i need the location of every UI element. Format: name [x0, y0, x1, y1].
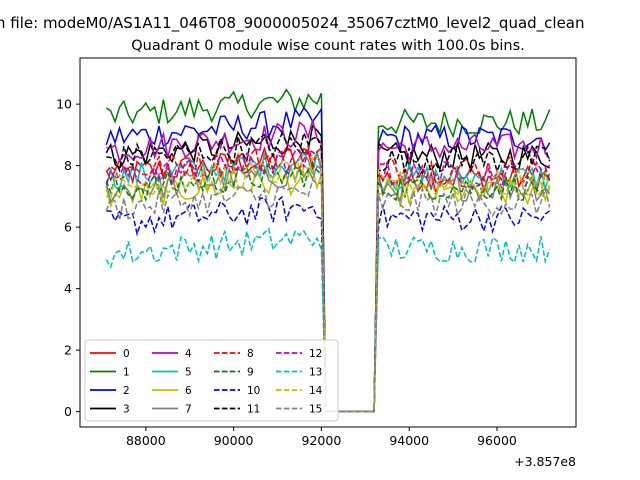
legend-label-9: 9 [247, 367, 254, 379]
y-tick-label: 6 [64, 220, 72, 235]
x-axis-offset-label: +3.857e8 [514, 454, 576, 469]
series-line-14 [105, 155, 551, 413]
chart-title: Quadrant 0 module wise count rates with … [131, 38, 525, 54]
y-tick-label: 10 [56, 97, 72, 112]
legend-label-3: 3 [123, 404, 130, 416]
plot-frame [79, 57, 577, 428]
x-axis: 88000 90000 92000 94000 96000 [126, 427, 517, 448]
legend-label-11: 11 [247, 404, 260, 416]
series-line-10 [106, 195, 551, 413]
legend-label-4: 4 [185, 348, 192, 360]
x-tick-label: 88000 [126, 433, 166, 448]
series-line-13 [105, 227, 551, 413]
plot-area [105, 88, 551, 413]
x-tick-label: 90000 [214, 433, 254, 448]
y-tick-label: 0 [64, 404, 72, 419]
legend-label-2: 2 [123, 385, 130, 397]
legend-box [84, 339, 339, 422]
series-line-1 [105, 88, 551, 413]
y-axis: 0 2 4 6 8 10 [56, 97, 80, 419]
legend-label-13: 13 [309, 367, 322, 379]
legend-label-7: 7 [185, 404, 192, 416]
legend-label-12: 12 [309, 348, 322, 360]
legend-label-14: 14 [309, 385, 323, 397]
series-line-12 [105, 148, 551, 413]
figure-suptitle: n file: modeM0/AS1A11_046T08_9000005024_… [0, 14, 585, 33]
legend-label-5: 5 [185, 367, 192, 379]
legend-label-6: 6 [185, 385, 192, 397]
legend-label-1: 1 [123, 367, 130, 379]
series-line-15 [105, 178, 551, 413]
series-line-11 [106, 130, 551, 413]
x-tick-label: 96000 [477, 433, 517, 448]
series-line-5 [105, 150, 551, 413]
legend-label-10: 10 [247, 385, 260, 397]
y-tick-label: 4 [64, 281, 72, 296]
x-tick-label: 94000 [389, 433, 429, 448]
legend-label-0: 0 [123, 348, 130, 360]
series-line-4 [106, 119, 551, 413]
legend-label-8: 8 [247, 348, 254, 360]
y-tick-label: 2 [64, 343, 72, 358]
x-tick-label: 92000 [302, 433, 342, 448]
y-tick-label: 8 [64, 158, 72, 173]
legend-label-15: 15 [309, 404, 322, 416]
series-line-2 [105, 106, 551, 413]
